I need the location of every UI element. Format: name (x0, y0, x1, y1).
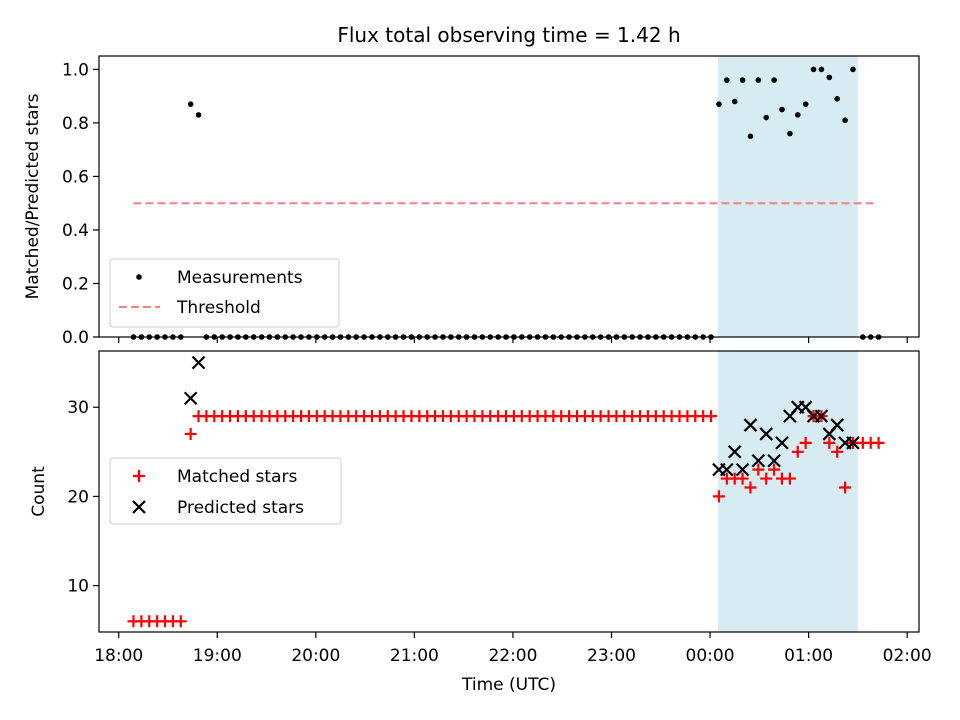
matched-star-point (736, 472, 749, 485)
measurement-point (771, 77, 777, 83)
measurement-point (731, 98, 738, 105)
matched-star-point (799, 436, 812, 449)
matched-star-point (174, 615, 187, 628)
x-tick-label: 22:00 (488, 646, 537, 666)
predicted-star-point (830, 418, 844, 432)
matched-star-point (705, 410, 718, 423)
legend-measurements-marker (136, 274, 142, 280)
predicted-star-point (183, 391, 198, 406)
legend-measurements-label: Measurements (177, 268, 303, 288)
legend-matched-marker (133, 470, 145, 482)
top-legend-box (109, 258, 340, 328)
bottom-plot-frame (98, 350, 920, 633)
top-legend: Measurements Threshold (109, 258, 340, 328)
y-tick-label: 1.0 (62, 60, 89, 80)
x-tick-label: 02:00 (883, 646, 932, 666)
x-tick-label: 00:00 (686, 646, 735, 666)
bottom-legend-box (109, 457, 342, 525)
predicted-star-point (720, 462, 734, 477)
legend-matched-label: Matched stars (177, 467, 297, 487)
predicted-star-point (727, 445, 742, 459)
measurement-point (716, 101, 722, 107)
measurement-point (747, 133, 754, 140)
x-axis-label: Time (UTC) (461, 675, 556, 695)
matched-star-point (752, 463, 765, 476)
measurement-point (195, 112, 202, 118)
measurement-point (810, 66, 817, 73)
predicted-star-point (814, 409, 829, 423)
bottom-panel: 10 20 30 18:00 19:00 20:00 21:00 22:00 23:00 00:… (29, 350, 932, 695)
matched-stars-series (127, 410, 885, 628)
y-tick-label: 10 (67, 577, 89, 597)
predicted-star-point (191, 355, 206, 370)
matched-star-point (712, 490, 725, 503)
bottom-y-axis-label: Count (29, 466, 49, 517)
measurements-series (130, 66, 882, 340)
legend-predicted-label: Predicted stars (177, 498, 304, 518)
measurement-point (763, 114, 770, 121)
x-tick-label: 20:00 (291, 646, 340, 666)
top-panel: 0.0 0.2 0.4 0.6 0.8 1.0 Matched/Predicted sta… (23, 55, 920, 348)
measurement-point (794, 112, 801, 118)
matched-star-point (839, 481, 852, 494)
measurement-point (818, 66, 825, 73)
measurement-point (802, 101, 809, 107)
matched-star-point (823, 436, 836, 449)
measurement-point (826, 74, 833, 81)
y-tick-label: 0.2 (62, 274, 89, 294)
y-tick-label: 30 (67, 398, 89, 418)
bottom-y-axis: 10 20 30 (67, 398, 99, 597)
bottom-x-axis: 18:00 19:00 20:00 21:00 22:00 23:00 00:00 01:00… (94, 632, 932, 666)
matched-star-point (184, 427, 197, 440)
measurement-point (724, 77, 730, 83)
top-y-axis: 0.0 0.2 0.4 0.6 0.8 1.0 (62, 60, 99, 348)
top-plot-frame (98, 55, 920, 338)
predicted-stars-series (183, 355, 860, 477)
y-tick-label: 0.4 (62, 221, 89, 241)
observing-span-bottom (717, 351, 858, 632)
y-tick-label: 0.6 (62, 167, 89, 187)
measurement-point (779, 106, 785, 113)
y-tick-label: 20 (67, 487, 89, 507)
x-tick-label: 19:00 (193, 646, 242, 666)
predicted-star-point (846, 436, 860, 450)
top-y-axis-label: Matched/Predicted stars (23, 93, 43, 299)
observing-span-top (717, 56, 858, 337)
matched-star-point (783, 472, 796, 485)
predicted-star-point (775, 436, 789, 450)
x-tick-label: 01:00 (784, 646, 833, 666)
measurement-point (842, 117, 848, 124)
matched-star-point (791, 445, 804, 458)
legend-predicted-marker (132, 500, 146, 514)
measurement-point (739, 77, 746, 83)
x-tick-label: 23:00 (587, 646, 636, 666)
bottom-legend: Matched stars Predicted stars (109, 457, 342, 525)
measurement-point (834, 96, 840, 102)
predicted-star-point (743, 418, 758, 432)
measurement-point (755, 77, 762, 83)
x-tick-label: 18:00 (94, 646, 143, 666)
matched-star-point (760, 472, 773, 485)
measurement-point (787, 130, 793, 137)
predicted-star-point (735, 462, 750, 477)
y-tick-label: 0.8 (62, 114, 89, 134)
x-tick-label: 21:00 (390, 646, 439, 666)
chart-title: Flux total observing time = 1.42 h (337, 23, 680, 47)
predicted-star-point (759, 427, 774, 441)
matched-star-point (872, 436, 885, 449)
predicted-star-point (751, 453, 766, 468)
matched-star-point (744, 481, 757, 494)
predicted-star-point (767, 453, 781, 468)
legend-threshold-label: Threshold (176, 298, 261, 318)
y-tick-label: 0.0 (62, 328, 89, 348)
matched-star-point (768, 463, 781, 476)
top-x-tick-marks (118, 337, 908, 343)
measurement-point (187, 101, 194, 107)
measurement-point (850, 66, 856, 73)
matched-star-point (831, 445, 844, 458)
